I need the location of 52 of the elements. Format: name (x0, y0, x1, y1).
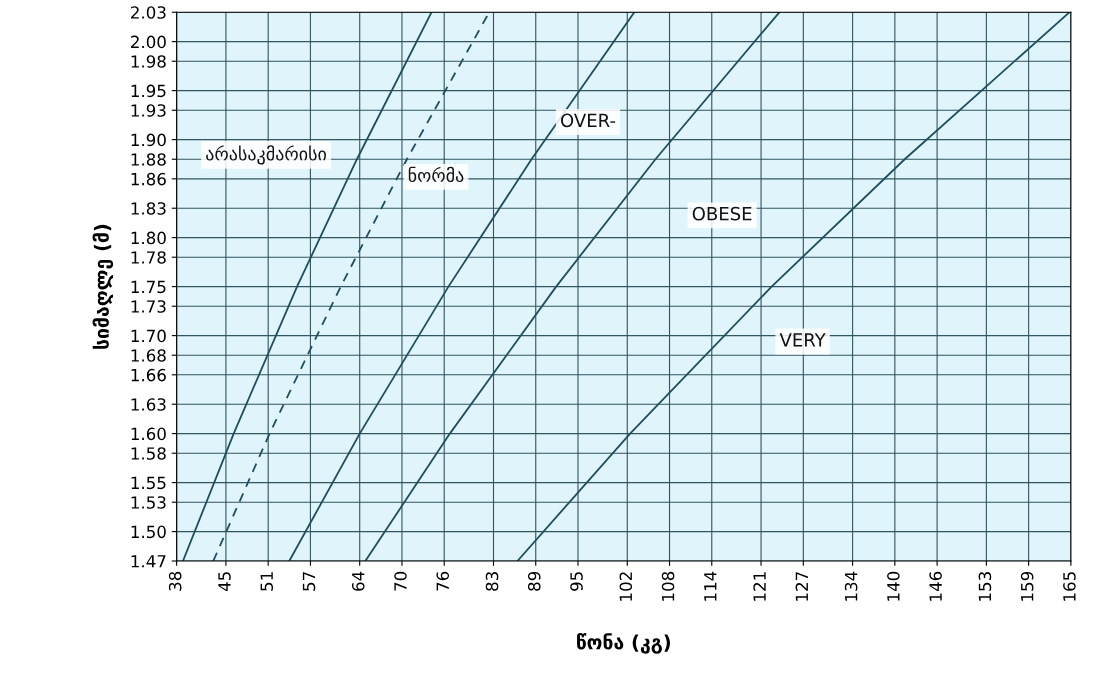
y-tick-label: 1.68 (131, 349, 166, 362)
annotation: OBESE (692, 206, 752, 221)
x-tick-label: 89 (527, 571, 541, 591)
x-tick-label: 140 (887, 571, 900, 601)
x-tick-label: 108 (661, 571, 675, 601)
annotation: VERY (779, 333, 826, 347)
y-tick-label: 2.00 (131, 35, 166, 49)
x-tick-label: 102 (619, 572, 633, 601)
x-tick-label: 76 (436, 571, 450, 591)
x-tick-label: 114 (704, 571, 717, 601)
x-tick-label: 83 (485, 572, 499, 591)
y-tick-label: 1.47 (131, 555, 166, 568)
y-tick-label: 1.83 (131, 202, 166, 215)
x-tick-label: 64 (351, 571, 365, 591)
y-tick-label: 1.95 (131, 84, 166, 98)
y-tick-label: 1.80 (131, 231, 166, 245)
line-series (364, 12, 781, 561)
x-tick-label: 127 (795, 572, 808, 601)
y-tick-label: 1.50 (131, 525, 166, 539)
x-axis-title: წონა (კგ) (577, 633, 671, 654)
y-tick-label: 1.63 (131, 398, 166, 411)
y-tick-label: 1.86 (131, 172, 166, 186)
y-tick-label: 1.98 (131, 55, 166, 68)
y-tick-label: 1.70 (131, 329, 166, 343)
y-tick-label: 1.55 (131, 476, 166, 490)
y-tick-label: 1.73 (131, 300, 166, 313)
y-tick-label: 1.66 (131, 368, 166, 382)
x-tick-label: 146 (929, 571, 942, 601)
x-tick-label: 45 (218, 572, 231, 592)
annotation: არასაკმარისი (206, 145, 326, 165)
x-tick-label: 95 (570, 572, 583, 591)
y-tick-label: 1.90 (131, 133, 166, 147)
annotation: ნორმა (408, 166, 464, 183)
x-tick-label: 38 (168, 571, 182, 591)
x-tick-label: 153 (978, 572, 992, 601)
y-tick-label: 1.93 (131, 104, 166, 117)
x-tick-label: 159 (1020, 571, 1034, 601)
x-tick-label: 57 (302, 572, 316, 591)
y-tick-label: 1.88 (131, 153, 166, 166)
y-tick-label: 1.75 (131, 280, 166, 294)
x-tick-label: 121 (753, 572, 766, 601)
x-tick-label: 134 (844, 571, 858, 601)
y-tick-label: 1.60 (131, 427, 166, 441)
y-tick-label: 2.03 (131, 6, 166, 19)
y-axis-title: სიმაღლე (მ) (92, 224, 114, 349)
x-tick-label: 70 (394, 571, 407, 591)
y-tick-label: 1.58 (131, 447, 166, 460)
x-tick-label: 165 (1063, 572, 1076, 601)
x-tick-label: 51 (260, 572, 274, 591)
annotation: OVER- (561, 113, 616, 128)
y-tick-label: 1.53 (131, 496, 166, 509)
y-tick-label: 1.78 (131, 251, 166, 264)
